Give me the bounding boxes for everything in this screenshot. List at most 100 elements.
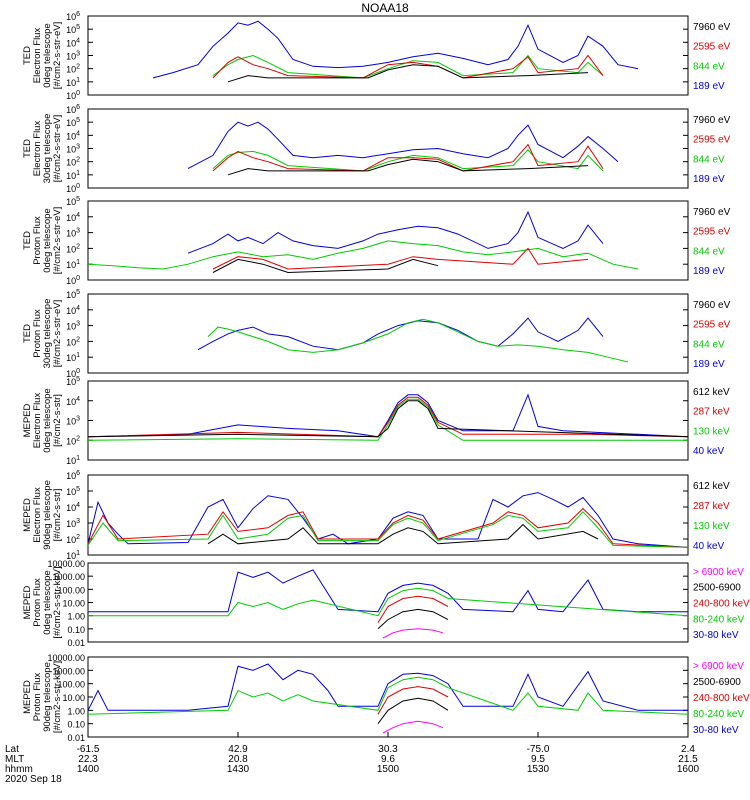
y-tick-label: 101 <box>66 352 80 363</box>
series-black-line <box>227 158 589 176</box>
panel-frame <box>87 562 689 643</box>
y-tick-label: 105 <box>66 117 80 128</box>
y-tick-label: 102 <box>66 336 80 347</box>
legend-entry: 80-240 keV <box>693 709 744 720</box>
lat-label: -75.0 <box>527 744 550 755</box>
legend-entry: 2500-6900 <box>693 583 741 594</box>
series-blue-line <box>152 20 639 79</box>
y-tick-label: 10.00 <box>62 693 85 703</box>
legend-entry: 844 eV <box>693 154 725 165</box>
legend-entry: 189 eV <box>693 81 725 92</box>
series-red-line <box>212 247 589 270</box>
y-tick-label: 100 <box>66 183 80 194</box>
y-axis-label: 30deg telescope <box>42 114 53 184</box>
series-black-line <box>377 608 449 630</box>
panel-frame <box>87 200 689 281</box>
y-tick-label: 106 <box>66 11 80 22</box>
y-axis-label: TED <box>22 139 33 158</box>
y-axis-label: 90deg telescope <box>42 662 53 732</box>
y-tick-label: 100 <box>66 90 80 101</box>
series-red-line <box>212 143 604 172</box>
legend-entry: 40 keV <box>693 541 724 552</box>
legend-entry: 844 eV <box>693 246 725 257</box>
y-tick-label: 101 <box>66 77 80 88</box>
y-tick-label: 1000.00 <box>52 666 85 676</box>
series-black-line <box>227 64 589 83</box>
series-red-line <box>87 396 689 438</box>
y-axis-label: TED <box>22 231 33 250</box>
y-tick-label: 106 <box>66 104 80 115</box>
y-tick-label: 103 <box>66 228 80 239</box>
legend-entry: 189 eV <box>693 266 725 277</box>
y-tick-label: 10.00 <box>62 599 85 609</box>
legend-entry: 612 keV <box>693 481 730 492</box>
panels: 100 101 102 103 104 105 106 TED Electron Flux 0de… <box>22 11 750 743</box>
y-tick-label: 102 <box>66 534 80 545</box>
series-magenta-line <box>382 720 444 734</box>
y-axis-label: [#/cm2-s-str-eV] <box>52 22 63 90</box>
y-axis-label: Proton Flux <box>32 672 43 721</box>
legend-entry: > 6900 keV <box>693 661 744 672</box>
hhmm-label: 1500 <box>377 764 400 775</box>
y-tick-label: 101 <box>66 259 80 270</box>
series-blue-line <box>87 393 689 438</box>
legend-entry: 7960 eV <box>693 115 731 126</box>
mlt-label: 20.8 <box>228 754 248 765</box>
legend-entry: 30-80 keV <box>693 630 739 641</box>
y-tick-label: 104 <box>66 305 80 316</box>
row-label-lat: Lat <box>5 744 19 755</box>
y-axis-label: [#/cm2-s-str-eV] <box>52 207 63 275</box>
y-tick-label: 1000.00 <box>52 572 85 582</box>
series-blue-line <box>87 663 688 711</box>
legend-entry: 7960 eV <box>693 300 731 311</box>
legend-entry: 189 eV <box>693 359 725 370</box>
y-axis-label: Proton Flux <box>32 578 43 627</box>
y-axis-label: [#/cm2-s-str-eV] <box>52 115 63 183</box>
hhmm-label: 1400 <box>77 764 100 775</box>
mlt-label: 9.6 <box>381 754 395 765</box>
y-tick-label: 104 <box>66 502 80 513</box>
lat-label: -61.5 <box>77 744 100 755</box>
row-label-mlt: MLT <box>5 754 24 765</box>
y-axis-label: TED <box>22 46 33 65</box>
y-tick-label: 103 <box>66 416 80 427</box>
legend-entry: 2595 eV <box>693 135 731 146</box>
series-black-line <box>207 523 599 545</box>
series-green-line <box>207 318 629 363</box>
series-black-line <box>87 400 689 438</box>
y-axis-label: [#/cm2-s-str-keV] <box>52 661 63 733</box>
series-red-line <box>212 54 604 79</box>
legend-entry: 287 keV <box>693 501 730 512</box>
y-tick-label: 0.01 <box>67 733 85 743</box>
panel-ted-proton-30deg: 100 101 102 103 104 105 TED Proton Flux 30deg te… <box>22 289 731 379</box>
y-tick-label: 105 <box>66 289 80 300</box>
y-tick-label: 100.00 <box>57 680 85 690</box>
y-axis-label: [#/cm2-s-str-keV] <box>52 566 63 638</box>
y-tick-label: 102 <box>66 435 80 446</box>
legend-entry: 844 eV <box>693 339 725 350</box>
y-axis-label: MEPED <box>22 585 33 619</box>
hhmm-label: 1530 <box>527 764 550 775</box>
mlt-label: 21.5 <box>678 754 698 765</box>
row-label-hhmm: hhmm <box>5 764 33 775</box>
panel-frame <box>87 15 689 96</box>
y-axis-label: [#/cm2-s-str] <box>52 394 63 447</box>
y-tick-label: 0.10 <box>67 625 85 635</box>
y-tick-label: 100 <box>66 275 80 286</box>
y-tick-label: 103 <box>66 144 80 155</box>
y-axis-label: Electron Flux <box>32 487 43 543</box>
legend-entry: 2595 eV <box>693 320 731 331</box>
y-axis-label: 0deg telescope <box>42 23 53 87</box>
series-blue-line <box>187 121 619 170</box>
series-blue-line <box>88 569 688 613</box>
panel-meped-proton-90deg: 0.01 0.10 1.00 10.00 100.00 1000.00 10000.00 ME… <box>22 653 750 743</box>
y-tick-label: 102 <box>66 157 80 168</box>
legend-entry: 844 eV <box>693 61 725 72</box>
series-red-line <box>377 686 449 715</box>
lat-label: 30.3 <box>378 744 398 755</box>
legend-entry: 130 keV <box>693 426 730 437</box>
mlt-label: 22.3 <box>78 754 98 765</box>
series-green-line <box>87 240 639 270</box>
legend-entry: 7960 eV <box>693 207 731 218</box>
series-green-line <box>87 398 688 441</box>
